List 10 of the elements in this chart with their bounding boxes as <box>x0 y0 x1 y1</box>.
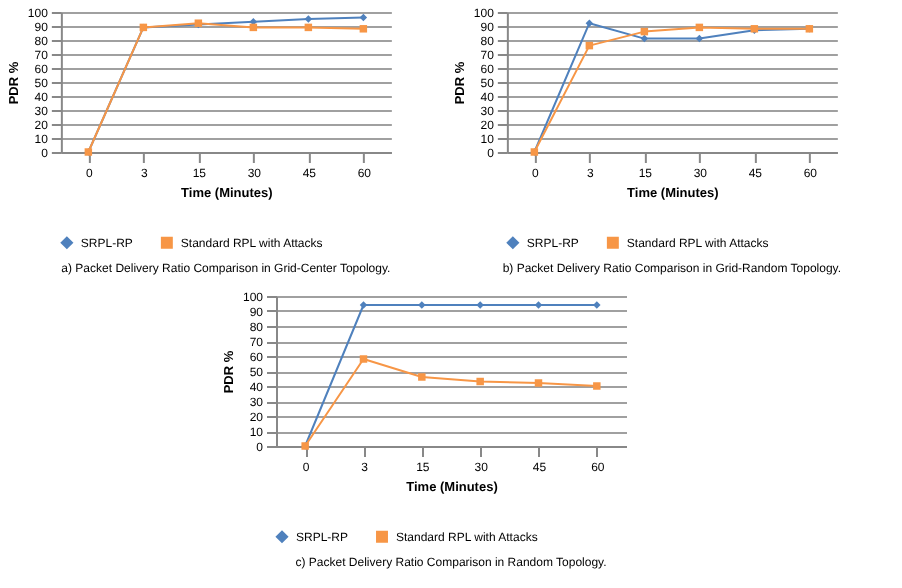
point <box>359 301 368 309</box>
point <box>476 377 484 386</box>
point <box>418 373 426 381</box>
point <box>304 15 313 23</box>
point <box>585 19 594 27</box>
point <box>359 355 368 363</box>
point <box>593 382 601 390</box>
point <box>534 379 543 387</box>
point <box>534 301 543 309</box>
point <box>359 25 368 33</box>
